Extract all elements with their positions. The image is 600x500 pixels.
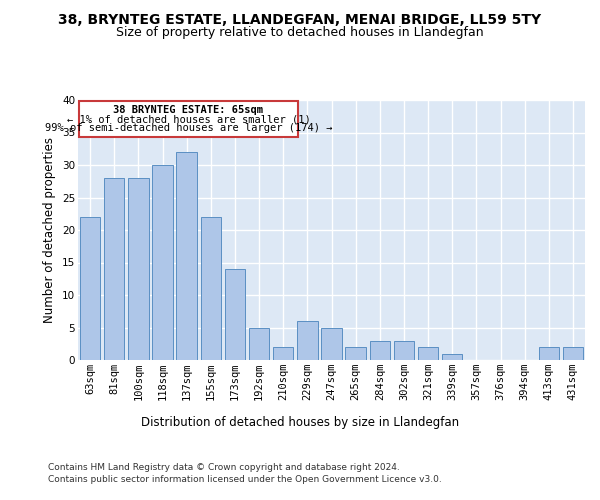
Bar bbox=[297, 321, 317, 360]
Y-axis label: Number of detached properties: Number of detached properties bbox=[43, 137, 56, 323]
FancyBboxPatch shape bbox=[79, 102, 298, 137]
Bar bbox=[563, 347, 583, 360]
Bar bbox=[539, 347, 559, 360]
Text: Distribution of detached houses by size in Llandegfan: Distribution of detached houses by size … bbox=[141, 416, 459, 429]
Text: 38, BRYNTEG ESTATE, LLANDEGFAN, MENAI BRIDGE, LL59 5TY: 38, BRYNTEG ESTATE, LLANDEGFAN, MENAI BR… bbox=[58, 12, 542, 26]
Text: Contains HM Land Registry data © Crown copyright and database right 2024.
Contai: Contains HM Land Registry data © Crown c… bbox=[48, 462, 442, 484]
Bar bbox=[442, 354, 463, 360]
Bar bbox=[128, 178, 149, 360]
Text: 99% of semi-detached houses are larger (174) →: 99% of semi-detached houses are larger (… bbox=[45, 123, 332, 133]
Bar bbox=[418, 347, 439, 360]
Bar bbox=[273, 347, 293, 360]
Bar bbox=[176, 152, 197, 360]
Text: 38 BRYNTEG ESTATE: 65sqm: 38 BRYNTEG ESTATE: 65sqm bbox=[113, 106, 263, 116]
Bar bbox=[200, 217, 221, 360]
Bar bbox=[249, 328, 269, 360]
Bar bbox=[80, 217, 100, 360]
Bar bbox=[152, 165, 173, 360]
Text: ← 1% of detached houses are smaller (1): ← 1% of detached houses are smaller (1) bbox=[67, 114, 310, 124]
Bar bbox=[104, 178, 124, 360]
Bar bbox=[346, 347, 366, 360]
Text: Size of property relative to detached houses in Llandegfan: Size of property relative to detached ho… bbox=[116, 26, 484, 39]
Bar bbox=[224, 269, 245, 360]
Bar bbox=[321, 328, 342, 360]
Bar bbox=[394, 340, 414, 360]
Bar bbox=[370, 340, 390, 360]
